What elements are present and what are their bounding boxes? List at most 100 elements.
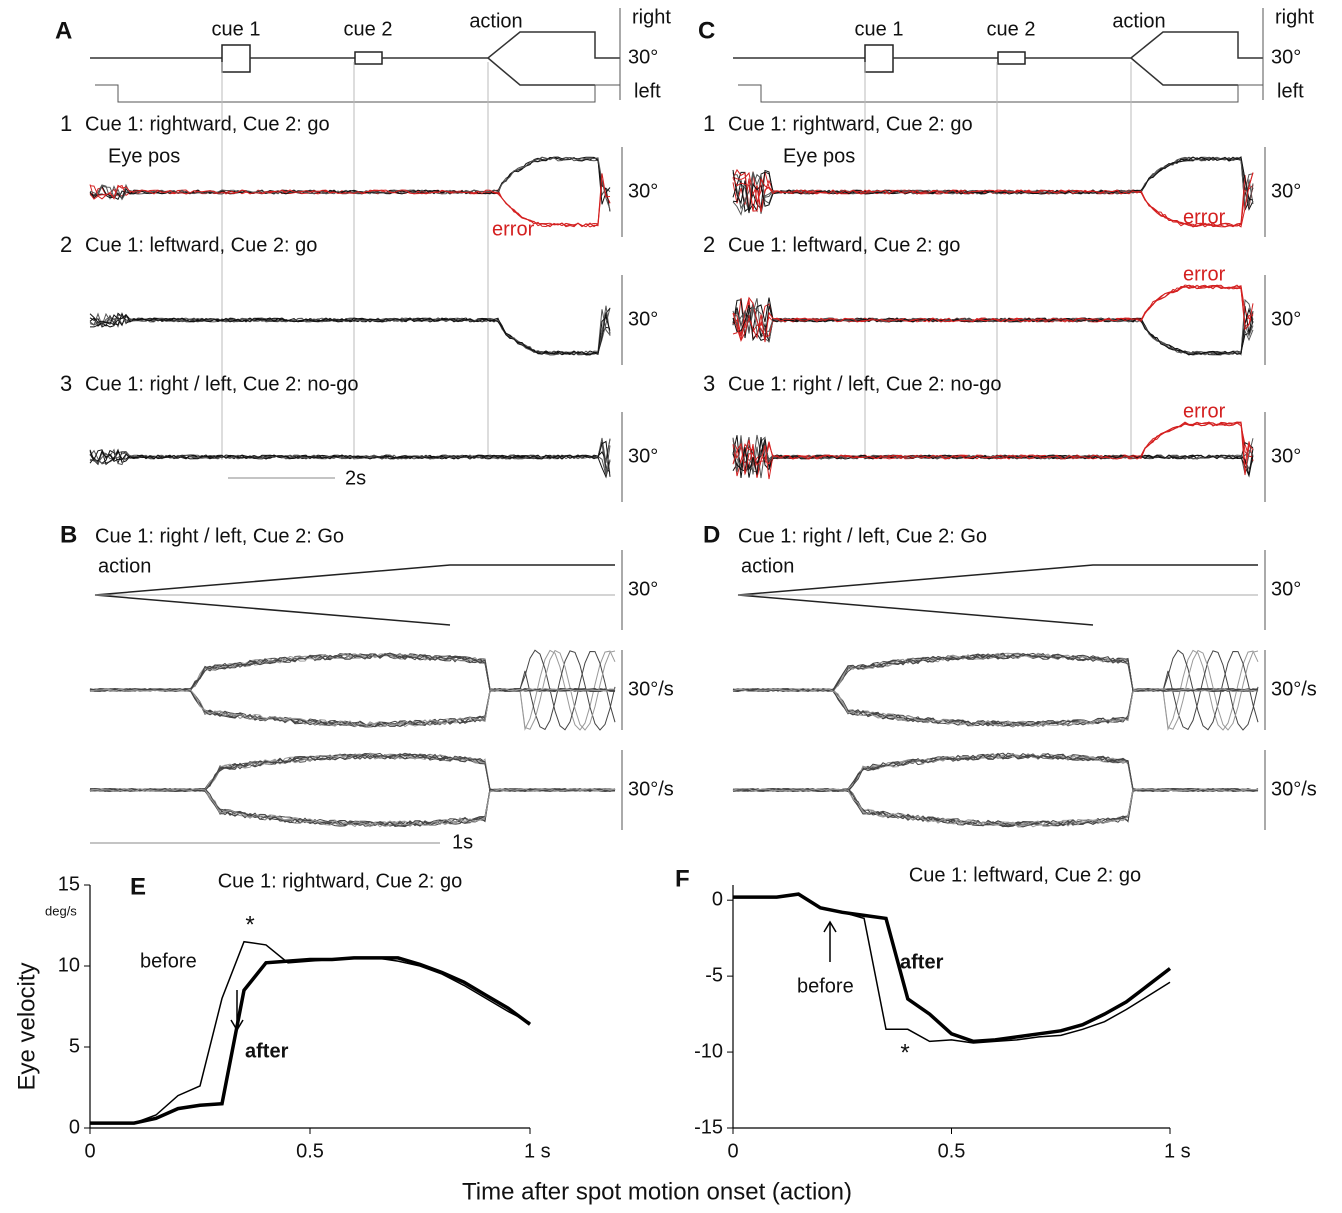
velocity-trace (89, 753, 616, 792)
cue-box (221, 44, 251, 73)
velocity-trace (89, 788, 616, 827)
velocity-trace (732, 652, 1259, 693)
eye-trace (732, 172, 1254, 228)
eye-trace (732, 156, 1254, 214)
velocity-trace (89, 653, 616, 693)
eye-trace (732, 284, 1254, 341)
row-number: 3 (703, 371, 715, 396)
eye-trace (89, 313, 611, 356)
velocity-trace (732, 752, 1259, 793)
eye-trace (732, 421, 1254, 478)
cue-label: cue 2 (987, 18, 1036, 40)
spot-line (487, 57, 595, 86)
row-title: Cue 1: right / left, Cue 2: no-go (85, 373, 359, 395)
eye-trace (732, 171, 1254, 228)
velocity-line (733, 892, 1172, 1044)
velocity-trace (89, 752, 616, 792)
annotation: * (245, 911, 254, 938)
spot-trajectory (737, 594, 1094, 626)
velocity-trace (732, 787, 1259, 828)
scale-label: 30° (628, 46, 658, 68)
panel-label: F (675, 865, 690, 892)
eye-trace (732, 421, 1254, 478)
row-title: Cue 1: rightward, Cue 2: go (728, 113, 973, 135)
velocity-trace (732, 787, 1259, 826)
x-tick-label: 0.5 (296, 1140, 324, 1162)
series-label: after (900, 951, 944, 973)
chart-title: Cue 1: leftward, Cue 2: go (909, 864, 1141, 886)
cue-label: cue 2 (344, 18, 393, 40)
y-tick-label: 10 (58, 954, 80, 976)
y-unit: deg/s (45, 903, 77, 918)
annotation: * (900, 1039, 909, 1066)
velocity-trace (89, 787, 616, 828)
row-number: 1 (60, 111, 72, 136)
row-number: 1 (703, 111, 715, 136)
cue-box (864, 44, 894, 73)
error-label: error (1183, 263, 1226, 285)
velocity-trace (732, 652, 1259, 693)
velocity-trace (89, 752, 616, 793)
velocity-trace (732, 753, 1259, 793)
velocity-trace (89, 752, 616, 793)
eye-trace (89, 173, 611, 228)
y-tick-label: -10 (694, 1040, 723, 1062)
cue-label: cue 1 (212, 18, 261, 40)
velocity-trace (732, 753, 1259, 792)
velocity-trace (89, 753, 616, 793)
velocity-trace (732, 752, 1259, 793)
scale-label: 30°/s (1271, 678, 1317, 700)
scale-label: 30° (628, 578, 658, 600)
eye-pos-label: Eye pos (783, 145, 855, 167)
scale-label: 30°/s (1271, 778, 1317, 800)
spot-line (1130, 57, 1238, 86)
scale-label: 30° (628, 180, 658, 202)
series-label: before (797, 975, 854, 997)
panel-label: C (698, 17, 715, 44)
scale-label: 30°/s (628, 778, 674, 800)
eye-trace (732, 298, 1254, 356)
cue-label: action (469, 10, 522, 32)
panel-label: A (55, 17, 72, 44)
row-number: 2 (60, 232, 72, 257)
y-axis-label: Eye velocity (13, 962, 40, 1090)
spot-line (382, 31, 620, 59)
scale-label: 30° (1271, 46, 1301, 68)
eye-trace (89, 440, 611, 477)
cue-box (997, 51, 1026, 65)
eye-trace (89, 307, 611, 356)
row-title: Cue 1: leftward, Cue 2: go (728, 234, 960, 256)
cue-box (354, 51, 383, 65)
eye-trace (89, 309, 611, 355)
right-label: right (1275, 6, 1314, 28)
time-scale-label: 2s (345, 467, 366, 489)
eye-trace (732, 284, 1254, 338)
left-label: left (1277, 80, 1304, 102)
left-label: left (634, 80, 661, 102)
eye-trace (732, 168, 1254, 228)
row-number: 2 (703, 232, 715, 257)
x-axis-label: Time after spot motion onset (action) (462, 1178, 852, 1205)
error-label: error (492, 218, 535, 240)
eye-trace (89, 437, 611, 466)
arrow-head (823, 920, 837, 933)
cue-label: cue 1 (855, 18, 904, 40)
velocity-trace (89, 652, 616, 693)
cue-label: action (1112, 10, 1165, 32)
scale-label: 30° (1271, 180, 1301, 202)
velocity-trace (732, 787, 1259, 828)
velocity-trace (732, 752, 1259, 792)
spot-trajectory (94, 594, 451, 626)
velocity-line (90, 956, 532, 1125)
velocity-trace (732, 788, 1259, 828)
scale-label: 30° (1271, 445, 1301, 467)
x-tick-label: 1 s (524, 1140, 551, 1162)
spot-trajectory (737, 564, 1258, 596)
velocity-trace (89, 752, 616, 793)
velocity-trace (732, 652, 1259, 692)
velocity-trace (89, 787, 616, 828)
velocity-trace (732, 788, 1259, 828)
action-label: action (98, 555, 151, 577)
velocity-trace (89, 753, 616, 792)
action-label: action (741, 555, 794, 577)
